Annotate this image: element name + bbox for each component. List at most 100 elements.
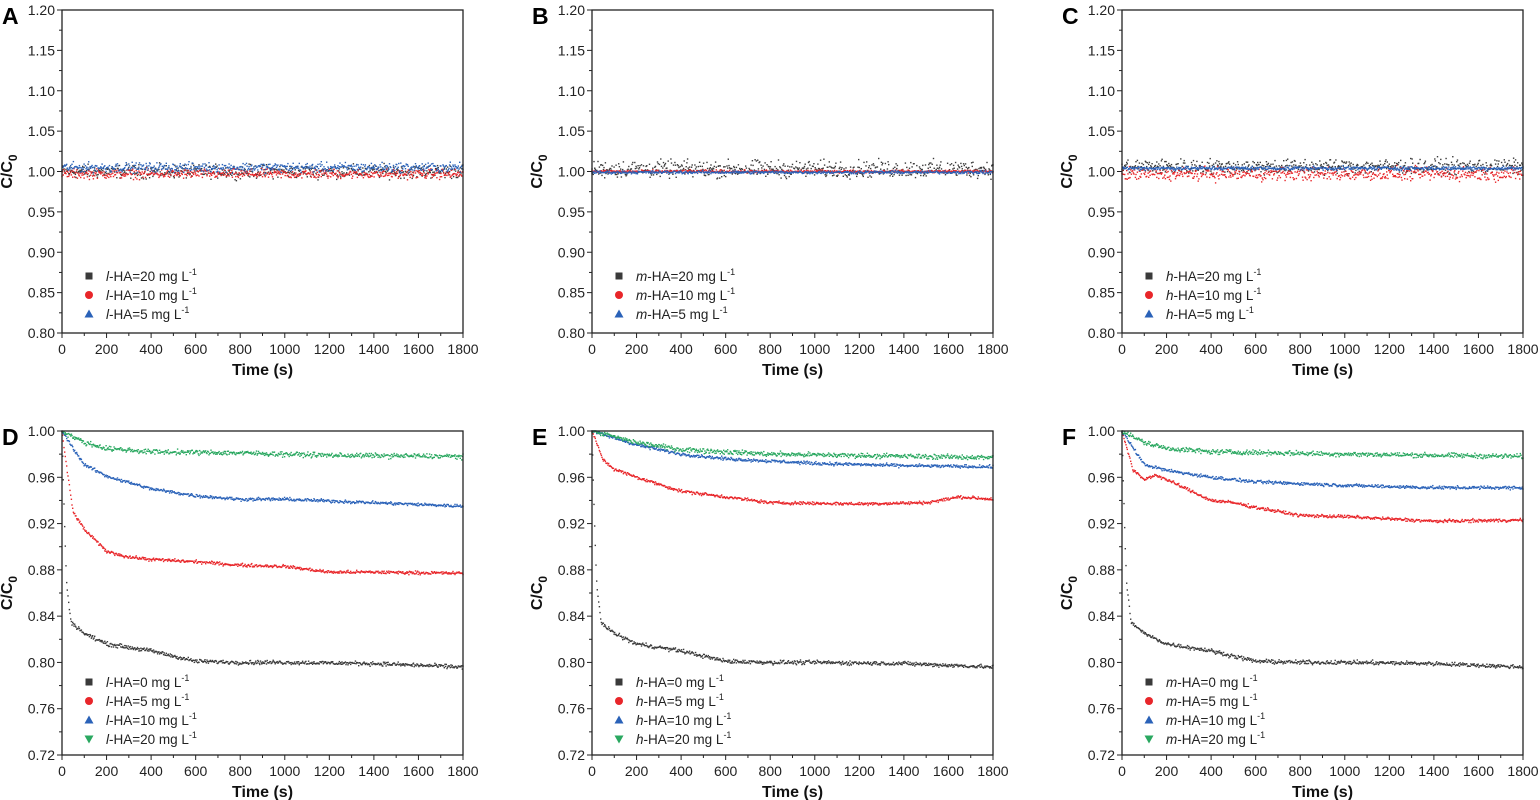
data-point — [963, 164, 965, 167]
data-point — [938, 173, 941, 175]
data-point — [1464, 171, 1467, 174]
data-point — [1410, 157, 1412, 160]
data-point — [989, 173, 991, 176]
data-point — [805, 175, 807, 177]
data-point — [883, 169, 885, 171]
data-point — [735, 172, 737, 175]
data-point — [1229, 172, 1231, 174]
data-point — [394, 169, 396, 171]
data-point — [991, 172, 993, 174]
data-point — [1385, 159, 1387, 161]
data-point — [444, 176, 446, 179]
data-point — [296, 174, 298, 176]
data-point — [854, 171, 856, 173]
data-point — [1144, 171, 1147, 173]
data-point — [1313, 171, 1316, 173]
data-point — [954, 161, 957, 164]
data-point — [436, 164, 439, 167]
data-point — [399, 172, 401, 174]
data-point — [1484, 173, 1486, 175]
data-point — [1334, 171, 1336, 173]
data-point — [709, 170, 711, 172]
data-point — [1258, 163, 1260, 166]
data-point — [354, 172, 357, 174]
data-point — [1161, 158, 1163, 160]
data-point — [104, 174, 107, 176]
data-point — [980, 169, 982, 172]
data-point — [648, 172, 650, 174]
data-point — [293, 174, 295, 177]
data-point — [1408, 170, 1411, 172]
data-point — [415, 177, 417, 179]
data-point — [1468, 175, 1470, 177]
data-point — [126, 163, 128, 166]
data-point — [636, 171, 638, 174]
panel-letter: B — [532, 3, 549, 29]
data-point — [618, 163, 620, 165]
data-point — [1325, 162, 1328, 164]
data-point — [317, 179, 319, 181]
data-point — [657, 162, 659, 165]
data-point — [752, 164, 754, 167]
legend-superscript: -1 — [181, 305, 189, 315]
data-point — [70, 167, 73, 169]
data-point — [1403, 173, 1405, 176]
data-point — [1362, 174, 1364, 176]
data-point — [178, 165, 181, 167]
data-point — [740, 170, 742, 172]
data-point — [449, 165, 451, 167]
data-point — [916, 172, 919, 175]
data-point — [682, 170, 684, 172]
data-point — [1371, 178, 1373, 180]
data-point — [674, 170, 676, 172]
data-point — [138, 179, 141, 181]
data-point — [1387, 177, 1389, 180]
data-point — [977, 172, 979, 175]
y-axis-title-sub: 0 — [536, 154, 550, 161]
data-point — [1386, 171, 1388, 173]
data-point — [1451, 174, 1453, 176]
data-point — [431, 176, 433, 179]
data-point — [1427, 168, 1429, 170]
data-point — [1288, 170, 1290, 172]
data-point — [114, 168, 116, 170]
data-point — [942, 170, 944, 172]
data-point — [192, 172, 194, 175]
data-point — [1286, 164, 1288, 167]
data-point — [1329, 172, 1331, 174]
data-point — [1379, 172, 1381, 175]
data-point — [172, 170, 175, 172]
data-point — [203, 173, 206, 175]
data-point — [1195, 165, 1197, 167]
data-point — [960, 170, 963, 172]
data-point — [1361, 169, 1364, 171]
data-point — [178, 176, 180, 178]
data-point — [1294, 171, 1296, 173]
data-point — [385, 167, 387, 169]
data-point — [948, 170, 951, 172]
data-point — [901, 174, 903, 176]
data-point — [391, 169, 393, 171]
data-point — [352, 175, 354, 177]
data-point — [741, 168, 743, 170]
data-point — [110, 173, 113, 175]
data-point — [968, 166, 970, 169]
data-point — [1508, 159, 1510, 162]
data-point — [1228, 161, 1230, 163]
data-point — [319, 165, 322, 167]
data-point — [454, 165, 457, 168]
data-point — [387, 169, 389, 171]
data-point — [807, 172, 810, 174]
data-point — [370, 175, 372, 178]
data-point — [765, 169, 768, 171]
data-point — [1365, 176, 1367, 179]
data-point — [1169, 165, 1171, 167]
data-point — [656, 161, 659, 163]
data-point — [1503, 175, 1505, 177]
data-point — [656, 173, 658, 176]
data-point — [665, 171, 667, 173]
data-point — [282, 171, 284, 174]
data-point — [868, 167, 870, 169]
data-point — [62, 174, 64, 176]
data-point — [116, 171, 118, 173]
